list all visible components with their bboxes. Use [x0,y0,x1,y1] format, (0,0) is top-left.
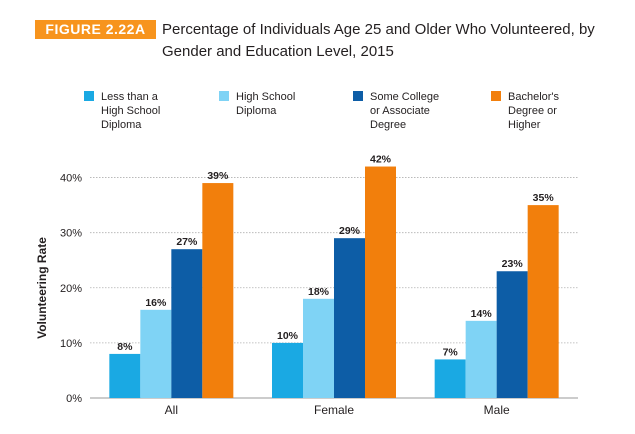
x-axis-ticks: All Female Male [165,403,510,417]
y-tick-label: 30% [60,228,82,240]
bar-male-series-3 [496,271,528,398]
legend-label-line: Diploma [236,105,277,117]
data-label: 18% [308,286,330,298]
bar-female-series-2 [303,298,334,398]
bar-male-series-2 [465,320,497,398]
x-tick-label: All [165,403,178,417]
figure-badge: FIGURE 2.22A [35,20,156,39]
y-axis-title: Volunteering Rate [35,237,49,339]
y-axis-ticks: 0% 10% 20% 30% 40% [60,173,82,405]
y-tick-label: 10% [60,338,82,350]
legend-swatch-less-than-hs [84,91,94,101]
legend-swatch-some-college [353,91,363,101]
y-tick-label: 0% [66,393,82,405]
bar-female-series-3 [334,238,365,398]
data-label: 23% [502,258,524,270]
bars [109,166,559,398]
legend-label-line: or Associate [370,105,430,117]
bar-all-series-2 [140,309,172,398]
legend-label-line: High School [101,105,161,117]
bar-male-series-1 [434,359,466,398]
bar-male-series-4 [527,205,559,398]
data-label: 8% [117,341,133,353]
bar-all-series-1 [109,353,141,398]
data-label: 29% [339,225,361,237]
data-label: 27% [176,236,198,248]
data-label: 14% [471,308,493,320]
figure-title: Percentage of Individuals Age 25 and Old… [162,21,595,60]
x-tick-label: Male [484,403,510,417]
legend-label-line: Higher [508,119,541,131]
legend-label-line: Less than a [101,91,158,103]
legend-swatch-high-school [219,91,229,101]
data-label: 35% [533,192,555,204]
legend-label-bachelors: Bachelor's Degree or Higher [508,90,608,132]
legend-label-line: Some College [370,91,440,103]
legend-label-line: Degree [370,119,407,131]
legend-swatch-bachelors [491,91,501,101]
legend-label-line: Degree or [508,105,557,117]
data-label: 10% [277,330,299,342]
legend-label-line: Diploma [101,119,142,131]
y-tick-label: 40% [60,173,82,185]
legend-label-less-than-hs: Less than a High School Diploma [101,90,201,132]
data-label: 39% [207,170,229,182]
legend-label-some-college: Some College or Associate Degree [370,90,470,132]
y-tick-label: 20% [60,283,82,295]
legend-label-high-school: High School Diploma [236,90,336,118]
bar-all-series-4 [202,183,234,398]
legend-label-line: Bachelor's [508,91,560,103]
x-tick-label: Female [314,403,354,417]
data-label: 16% [145,297,167,309]
data-labels: 8% 16% 27% 39% 10% 18% 29% 42% 7% 14% 23% 35% [117,154,554,359]
data-label: 7% [443,346,459,358]
legend-label-line: High School [236,91,296,103]
data-label: 42% [370,154,392,166]
bar-all-series-3 [171,249,203,398]
bar-female-series-1 [272,342,303,398]
bar-female-series-4 [365,166,396,398]
